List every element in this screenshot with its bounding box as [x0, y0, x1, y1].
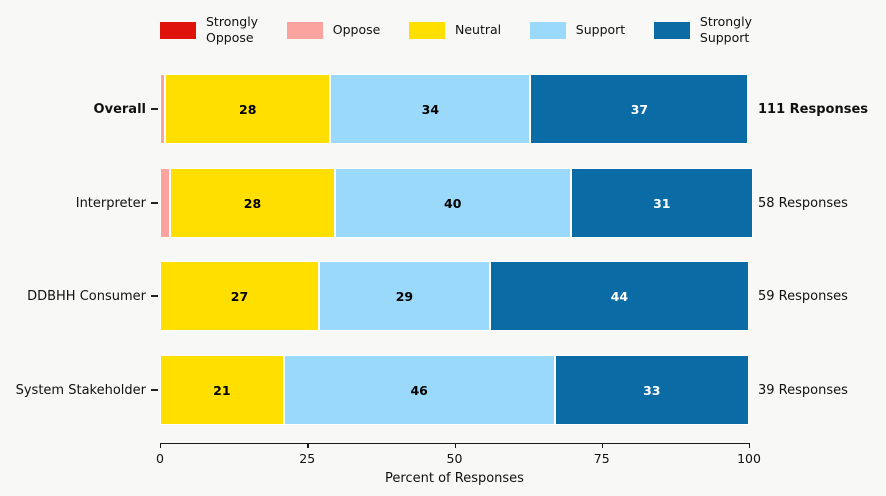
x-tick-label-0: 0	[156, 451, 164, 466]
x-tick-label-25: 25	[299, 451, 316, 466]
legend-item-support: Support	[529, 21, 626, 39]
support-legend-swatch	[529, 21, 566, 39]
row-label-system-stakeholder: System Stakeholder	[15, 382, 146, 398]
bar-segment-oppose	[160, 168, 170, 238]
legend-label-support: Support	[575, 22, 626, 38]
strongly-support-legend-swatch	[653, 21, 690, 39]
x-tick-50	[454, 443, 456, 448]
legend-item-strongly-support: Strongly Support	[653, 14, 752, 45]
bar-value-label: 29	[395, 288, 414, 304]
bar-segment-support: 34	[330, 74, 531, 144]
legend-label-neutral: Neutral	[454, 22, 502, 38]
row-label-interpreter: Interpreter	[75, 195, 146, 211]
legend-label-oppose: Oppose	[332, 22, 381, 38]
legend-label-strongly-support: Strongly Support	[699, 14, 752, 45]
legend: Strongly Oppose Oppose Neutral Support Stron…	[160, 6, 752, 54]
bar-segment-support: 40	[334, 168, 571, 238]
bar-value-label: 34	[421, 101, 440, 117]
x-tick-75	[601, 443, 604, 448]
bar-segment-oppose	[160, 74, 166, 144]
bar-segment-neutral: 27	[160, 261, 320, 331]
bar-value-label: 28	[243, 195, 262, 211]
row-label-ddbhh-consumer: DDBHH Consumer	[27, 288, 146, 304]
bar-value-label: 40	[444, 195, 462, 211]
x-tick-label-75: 75	[593, 451, 610, 466]
bar-value-label: 31	[653, 195, 671, 211]
bar-segment-neutral: 28	[165, 74, 331, 144]
legend-item-strongly-oppose: Strongly Oppose	[160, 14, 258, 45]
legend-item-neutral: Neutral	[408, 21, 502, 39]
legend-item-oppose: Oppose	[286, 21, 381, 39]
bar-value-label: 28	[239, 101, 257, 117]
row-label-overall: Overall	[93, 101, 146, 117]
bar-segment-strongly-support: 31	[570, 168, 754, 238]
bar-segment-neutral: 21	[160, 355, 284, 425]
strongly-oppose-legend-swatch	[160, 21, 196, 39]
bar-segment-support: 29	[319, 261, 490, 331]
bar-segment-strongly-support: 37	[530, 74, 749, 144]
bar-segment-support: 46	[283, 355, 555, 425]
bar-value-label: 33	[643, 382, 661, 398]
x-axis-label: Percent of Responses	[385, 471, 524, 486]
bar-value-label: 21	[213, 382, 231, 398]
neutral-legend-swatch	[408, 21, 445, 39]
response-count-interpreter: 58 Responses	[758, 195, 848, 211]
y-tick-system-stakeholder	[151, 389, 158, 391]
x-tick-label-100: 100	[737, 451, 761, 466]
response-count-system-stakeholder: 39 Responses	[758, 382, 848, 398]
bar-segment-strongly-support: 33	[554, 355, 749, 425]
x-tick-label-50: 50	[446, 451, 463, 466]
x-tick-100	[749, 443, 751, 448]
response-count-overall: 111 Responses	[758, 101, 869, 117]
bar-value-label: 46	[410, 382, 428, 398]
bar-segment-strongly-support: 44	[489, 261, 749, 331]
y-tick-overall	[151, 108, 158, 110]
bar-value-label: 37	[630, 101, 649, 117]
response-count-ddbhh-consumer: 59 Responses	[758, 288, 848, 304]
bar-segment-neutral: 28	[170, 168, 335, 238]
oppose-legend-swatch	[286, 21, 323, 39]
y-tick-ddbhh-consumer	[151, 295, 158, 297]
x-tick-0	[160, 443, 162, 448]
bar-value-label: 27	[230, 288, 249, 304]
legend-label-strongly-oppose: Strongly Oppose	[206, 14, 259, 45]
bar-value-label: 44	[610, 288, 629, 304]
x-tick-25	[307, 443, 309, 448]
y-tick-interpreter	[151, 202, 158, 204]
